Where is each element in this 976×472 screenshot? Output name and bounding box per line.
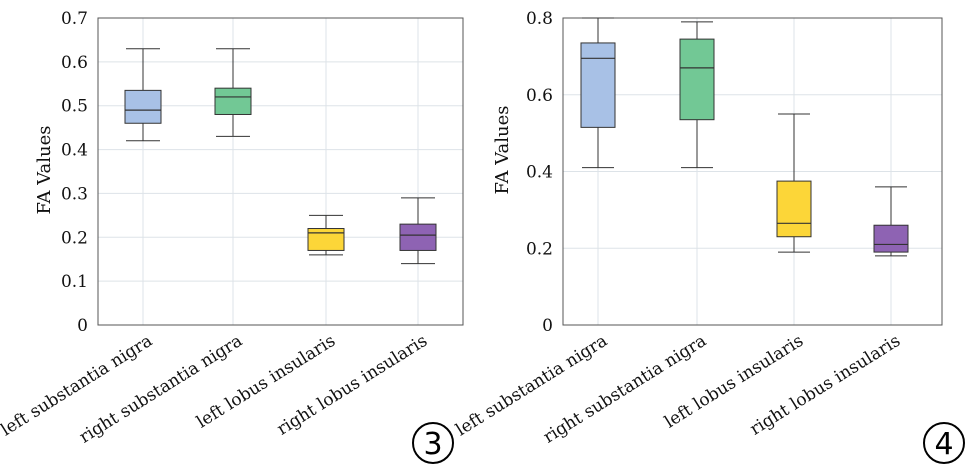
panel-badge — [923, 422, 965, 464]
box-iqr — [124, 89, 162, 124]
box-iqr — [776, 180, 812, 238]
plot-frame — [97, 17, 464, 326]
x-tick-label: right lobus insularis — [274, 331, 431, 440]
box-iqr — [399, 223, 437, 251]
y-tick-label: 0.4 — [526, 163, 553, 183]
y-tick-label: 0.1 — [61, 272, 88, 292]
y-tick-label: 0.8 — [526, 9, 553, 29]
y-axis-title: FA Values — [34, 126, 55, 215]
x-tick-label: left substantia nigra — [0, 331, 156, 440]
box-iqr — [873, 224, 909, 253]
box-right-substantia-nigra — [214, 48, 252, 137]
box-iqr — [580, 42, 616, 128]
plot-area — [98, 18, 463, 325]
box-left-substantia-nigra — [580, 17, 616, 169]
chart-panel-3: 0 0.1 0.2 0.3 0.4 0.5 0.6 0.7 left substantia ni… — [0, 9, 464, 464]
y-tick-label: 0.6 — [61, 53, 88, 73]
box-iqr — [679, 38, 715, 121]
y-tick-label: 0.7 — [61, 9, 88, 29]
y-axis-title: FA Values — [492, 106, 513, 195]
y-tick-label: 0.5 — [61, 97, 88, 117]
y-tick-label: 0 — [542, 316, 553, 336]
panel-badge-label: 3 — [423, 427, 442, 462]
box-left-lobus-insularis — [307, 214, 345, 256]
x-tick-label: right substantia nigra — [540, 331, 710, 448]
y-tick-label: 0.2 — [61, 228, 88, 248]
box-right-lobus-insularis — [399, 197, 437, 265]
box-left-lobus-insularis — [776, 113, 812, 253]
y-tick-label: 0 — [77, 316, 88, 336]
box-left-substantia-nigra — [124, 48, 162, 142]
y-tick-label: 0.2 — [526, 239, 553, 259]
box-iqr — [214, 87, 252, 115]
panel-badge-label: 4 — [934, 427, 953, 462]
y-tick-label: 0.4 — [61, 141, 88, 161]
y-tick-label: 0.3 — [61, 184, 88, 204]
box-right-lobus-insularis — [873, 186, 909, 257]
y-tick-label: 0.6 — [526, 86, 553, 106]
plot-frame — [562, 17, 943, 326]
panel-badge — [412, 422, 454, 464]
x-tick-label: right substantia nigra — [76, 331, 246, 448]
box-iqr — [307, 228, 345, 251]
box-right-substantia-nigra — [679, 21, 715, 169]
